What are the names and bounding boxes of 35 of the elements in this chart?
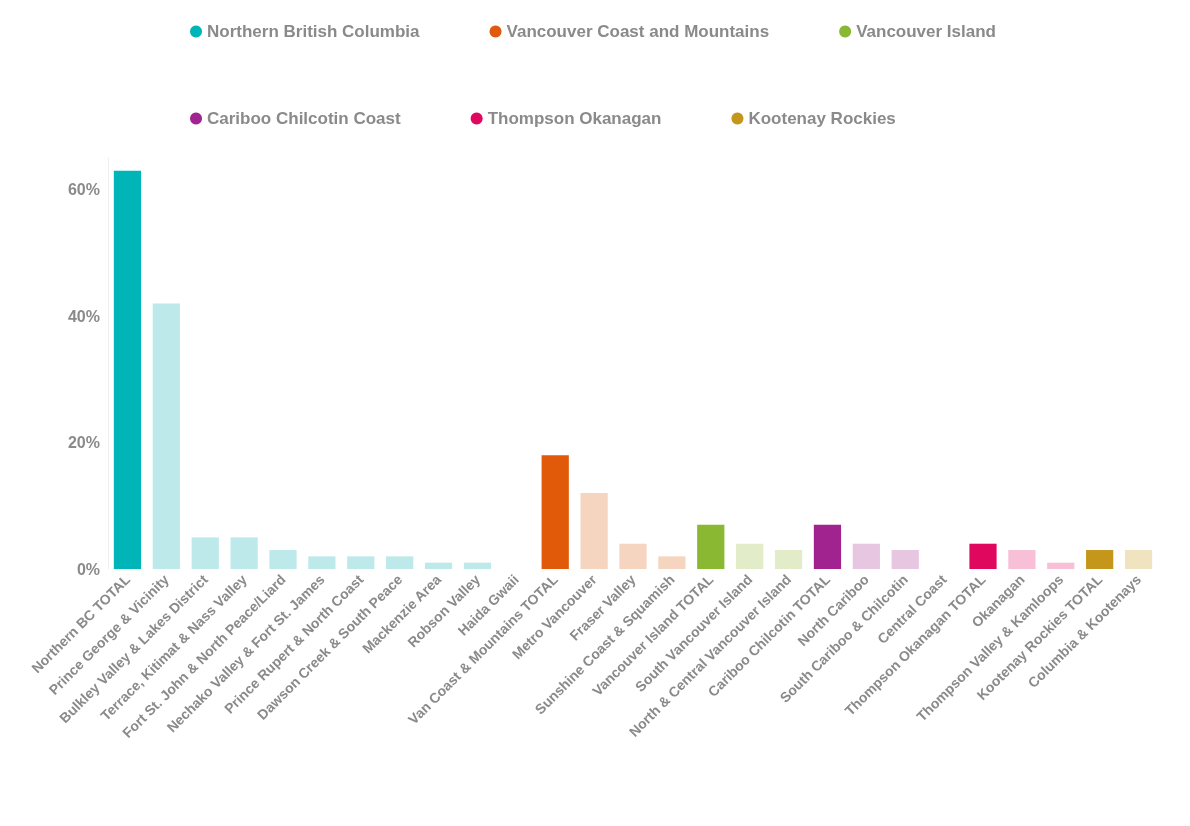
bar xyxy=(697,524,725,569)
bar xyxy=(308,556,336,569)
legend-label: Thompson Okanagan xyxy=(487,109,662,128)
bar xyxy=(969,543,997,569)
bar xyxy=(619,543,647,569)
bar xyxy=(269,550,297,569)
legend-label: Cariboo Chilcotin Coast xyxy=(207,109,401,128)
bar xyxy=(347,556,375,569)
bar xyxy=(191,537,219,569)
legend-label: Vancouver Island xyxy=(856,22,996,41)
bar xyxy=(541,455,569,569)
bar xyxy=(113,170,142,569)
bar xyxy=(774,550,803,569)
y-tick-label: 0% xyxy=(76,560,100,578)
y-tick-label: 40% xyxy=(67,307,100,325)
legend-label: Kootenay Rockies xyxy=(748,109,896,128)
bar xyxy=(424,562,453,569)
bar xyxy=(463,562,492,569)
bar xyxy=(1086,550,1114,569)
bar xyxy=(852,543,880,569)
bar xyxy=(152,303,180,569)
bar xyxy=(1124,550,1153,569)
bar xyxy=(813,524,842,569)
legend-label: Vancouver Coast and Mountains xyxy=(506,22,770,41)
y-tick-label: 60% xyxy=(67,181,100,199)
bar xyxy=(580,493,608,569)
legend-label: Northern British Columbia xyxy=(207,22,421,41)
bar xyxy=(386,556,414,569)
bar xyxy=(736,543,764,569)
bar xyxy=(1008,550,1036,569)
bar xyxy=(1047,562,1075,569)
y-tick-label: 20% xyxy=(67,434,100,452)
bar xyxy=(891,550,919,569)
bar xyxy=(230,537,258,569)
bar xyxy=(658,556,686,569)
